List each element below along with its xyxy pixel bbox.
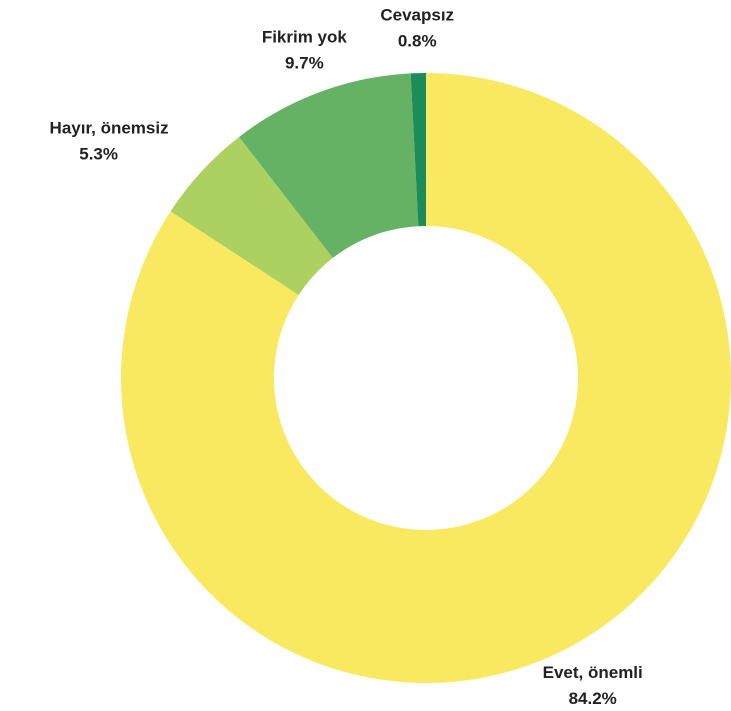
slice-value: 5.3% <box>79 144 118 163</box>
donut-slice <box>410 73 426 227</box>
donut-slice <box>170 137 333 295</box>
donut-slice <box>120 73 731 683</box>
slice-label: Cevapsız <box>380 6 454 25</box>
slice-label: Hayır, önemsiz <box>50 118 169 137</box>
donut-slice <box>239 73 419 258</box>
slice-label: Evet, önemli <box>543 663 643 682</box>
slice-value: 0.8% <box>398 32 437 51</box>
slice-value: 9.7% <box>285 53 324 72</box>
slice-label: Fikrim yok <box>262 27 348 46</box>
slice-value: 84.2% <box>569 689 617 708</box>
